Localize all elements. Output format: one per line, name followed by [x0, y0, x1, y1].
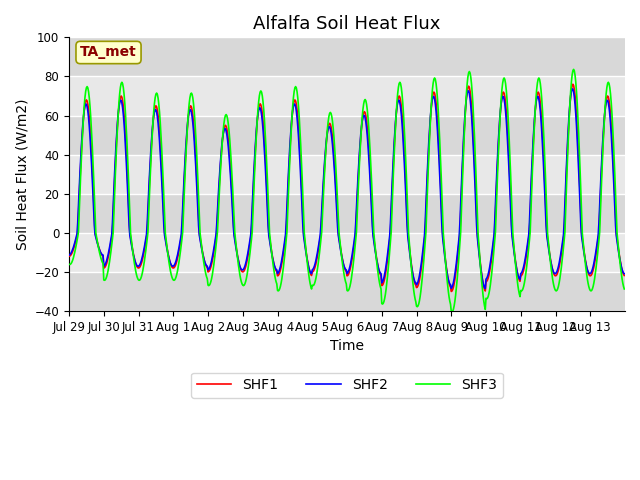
SHF2 [232, 247, 240, 252]
X-axis label: Time: Time [330, 339, 364, 353]
SHF3 [620, 286, 628, 292]
SHF1 [620, 273, 628, 278]
SHF2 [260, 137, 268, 143]
Bar [69, 194, 625, 233]
Legend: SHF1, SHF2, SHF3: SHF1, SHF2, SHF3 [191, 372, 503, 398]
Title: Alfalfa Soil Heat Flux: Alfalfa Soil Heat Flux [253, 15, 441, 33]
Bar [69, 272, 625, 311]
Bar [69, 37, 625, 76]
SHF1 [281, 241, 289, 247]
SHF2 [481, 286, 489, 291]
SHF2 [620, 271, 628, 276]
SHF2 [65, 252, 73, 258]
SHF1 [232, 245, 240, 251]
SHF2 [281, 238, 289, 243]
Text: TA_met: TA_met [80, 46, 137, 60]
SHF1 [435, 144, 443, 150]
Line: SHF1: SHF1 [69, 84, 624, 291]
Line: SHF3: SHF3 [69, 70, 624, 312]
SHF3 [131, 259, 138, 265]
SHF3 [65, 262, 73, 267]
SHF3 [435, 121, 443, 127]
Y-axis label: Soil Heat Flux (W/m2): Soil Heat Flux (W/m2) [15, 98, 29, 250]
SHF3 [448, 309, 456, 315]
SHF1 [131, 255, 138, 261]
SHF2 [131, 255, 138, 261]
SHF1 [404, 230, 412, 236]
SHF3 [404, 211, 412, 217]
SHF1 [569, 82, 577, 87]
SHF3 [570, 67, 577, 72]
SHF3 [281, 252, 289, 258]
SHF2 [568, 86, 576, 92]
SHF2 [435, 155, 443, 161]
Bar [69, 116, 625, 155]
SHF3 [232, 244, 240, 250]
SHF3 [260, 108, 268, 113]
SHF1 [260, 128, 268, 133]
SHF1 [447, 288, 455, 294]
Line: SHF2: SHF2 [69, 89, 624, 288]
SHF2 [404, 234, 412, 240]
SHF1 [65, 253, 73, 259]
